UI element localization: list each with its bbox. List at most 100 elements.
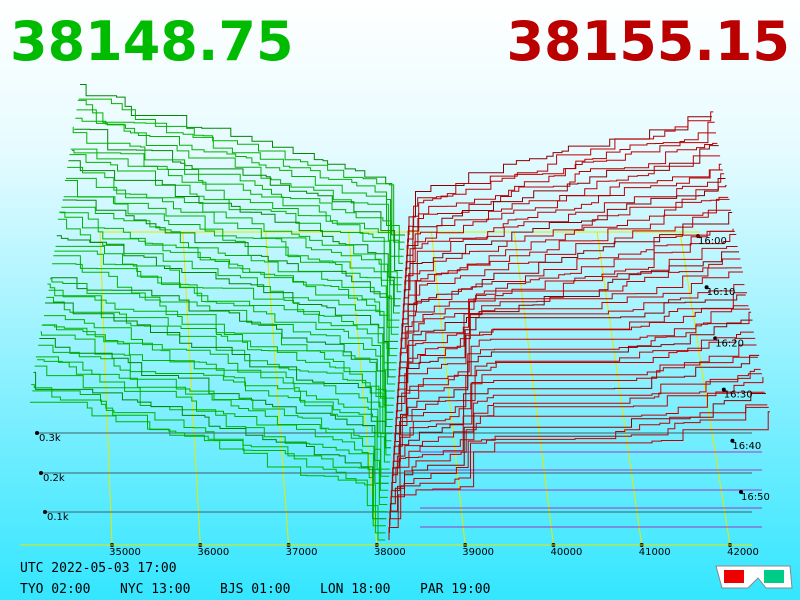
bid-curve [77, 99, 405, 250]
ask-curve [404, 169, 723, 292]
cyan-lens [764, 570, 784, 583]
ask-curve [397, 284, 745, 406]
bid-curve [50, 277, 394, 413]
ask-curve [405, 155, 721, 278]
ask-curve [392, 354, 760, 484]
ask-curve [398, 267, 742, 391]
bid-curve [54, 250, 395, 392]
bid-curve [55, 245, 396, 385]
ask-curve [404, 173, 725, 299]
bid-curve [39, 338, 389, 484]
utc-time: UTC 2022-05-03 17:00 [20, 561, 177, 576]
bid-curve [37, 359, 388, 498]
bid-price: 38148.75 [10, 10, 294, 73]
bid-curve [60, 212, 398, 357]
bid-curve [46, 296, 392, 442]
depth-tick-label: 0.1k [47, 512, 69, 523]
bid-curve [63, 196, 399, 335]
ask-curve [391, 373, 762, 498]
floor-line [265, 231, 290, 546]
bid-curve [34, 365, 387, 513]
price-tick-label: 39000 [462, 547, 494, 558]
floor-grid [20, 231, 762, 547]
ask-curve [399, 246, 738, 370]
bid-curve [69, 154, 401, 300]
ask-curve [396, 292, 748, 420]
ask-curve [389, 404, 768, 526]
time-tick-label: 16:20 [715, 338, 744, 349]
ask-curve [394, 331, 754, 455]
bid-curve [30, 401, 385, 541]
price-tick-label: 37000 [286, 547, 318, 558]
bid-curve [71, 149, 402, 286]
ask-curve [402, 198, 730, 328]
bid-curve [57, 218, 397, 371]
zone-time: LON 18:00 [320, 582, 390, 597]
tick-dot [704, 285, 709, 290]
axis-labels: 35000 36000 37000 38000 39000 40000 41000 42000… [39, 236, 770, 558]
depth-tick-label: 0.3k [39, 433, 61, 444]
bid-curve [44, 315, 391, 456]
bid-curve [45, 302, 391, 449]
ask-curve [392, 356, 758, 477]
ask-curve [407, 121, 715, 250]
bid-curve [67, 166, 400, 314]
price-tick-label: 35000 [109, 547, 141, 558]
bid-curve [47, 283, 392, 435]
ask-curve [396, 294, 746, 413]
tick-dot [39, 471, 43, 475]
bid-curve [70, 148, 402, 293]
glasses-icon [715, 565, 793, 589]
bid-curve [64, 180, 399, 328]
bid-curve [80, 84, 405, 236]
ask-curve [407, 132, 716, 257]
bid-curve [66, 177, 400, 321]
ask-curve [402, 209, 731, 335]
tick-dot [739, 490, 743, 494]
bid-curve [31, 384, 386, 534]
time-tick-label: 16:40 [732, 441, 761, 452]
ask-curve [395, 305, 749, 427]
zone-time: PAR 19:00 [420, 582, 490, 597]
price-tick-label: 38000 [374, 547, 406, 558]
ask-curve [399, 251, 739, 377]
zone-time: TYO 02:00 [20, 582, 90, 597]
floor-line [348, 231, 378, 546]
bid-curve [33, 371, 387, 520]
ask-curve [388, 411, 770, 540]
depth-tick-label: 0.2k [43, 473, 65, 484]
floor-line [99, 231, 113, 546]
ask-curve [401, 228, 734, 349]
tick-dot [35, 431, 39, 435]
price-tick-label: 40000 [551, 547, 583, 558]
bid-curve [76, 109, 404, 257]
bid-curve [56, 235, 396, 378]
ask-price: 38155.15 [506, 10, 790, 73]
price-tick-label: 42000 [727, 547, 759, 558]
bid-curve [74, 128, 403, 271]
price-tick-label: 36000 [197, 547, 229, 558]
bid-curve [42, 324, 391, 463]
bid-curve [59, 211, 397, 364]
ask-curve [390, 391, 765, 512]
time-tick-label: 16:50 [741, 492, 770, 503]
ask-curve [400, 230, 735, 356]
ask-curve [397, 271, 743, 399]
bid-curve [53, 255, 395, 399]
ask-curve [389, 393, 766, 519]
floor-line [679, 231, 731, 546]
depth-curves [30, 84, 770, 541]
ask-curve [408, 111, 714, 243]
time-tick-label: 16:30 [724, 390, 753, 401]
ask-curve [406, 145, 719, 271]
tick-dot [43, 510, 47, 514]
ask-curve [395, 311, 752, 441]
bid-curve [40, 331, 390, 477]
bid-curve [72, 126, 403, 279]
bid-curve [35, 356, 388, 505]
ask-curve [398, 258, 741, 384]
red-lens [724, 570, 744, 583]
